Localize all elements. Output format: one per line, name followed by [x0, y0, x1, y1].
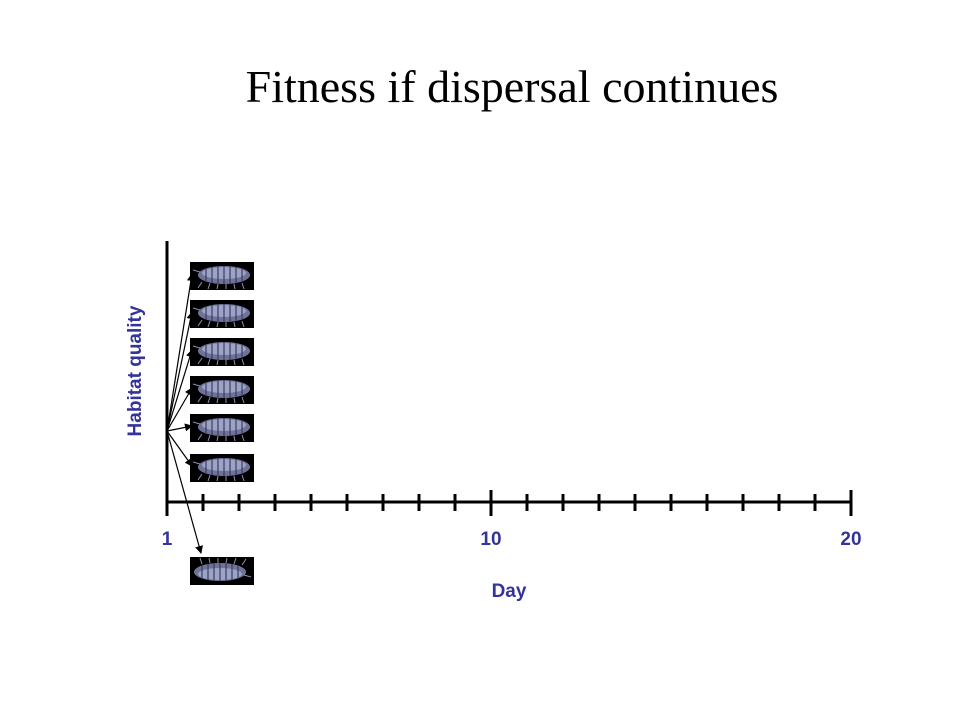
isopod-icon [190, 414, 254, 442]
dispersal-arrow [166, 273, 195, 432]
isopod-icon [190, 338, 254, 366]
dispersal-arrow [166, 423, 193, 432]
axis-labels: 1 10 20 Day Habitat quality [125, 305, 862, 602]
dispersal-arrow [166, 349, 194, 432]
x-tick-label: 1 [162, 529, 173, 550]
x-tick-label: 20 [840, 529, 861, 550]
y-axis-title: Habitat quality [125, 305, 146, 436]
dispersal-arrows [166, 273, 203, 554]
dispersal-arrow [166, 387, 193, 432]
dispersal-arrow [166, 430, 203, 554]
isopod-icon [190, 262, 254, 290]
x-axis-title: Day [492, 581, 527, 602]
dispersal-arrow [166, 430, 193, 467]
slide-title: Fitness if dispersal continues [245, 61, 779, 112]
isopod-icon [190, 454, 254, 482]
isopod-icon [190, 557, 254, 585]
axes [165, 241, 852, 504]
disperser-icons [190, 262, 254, 585]
isopod-icon [190, 376, 254, 404]
x-axis-ticks [165, 490, 853, 516]
dispersal-arrow [166, 311, 195, 432]
x-tick-label: 10 [480, 529, 501, 550]
isopod-icon [190, 300, 254, 328]
